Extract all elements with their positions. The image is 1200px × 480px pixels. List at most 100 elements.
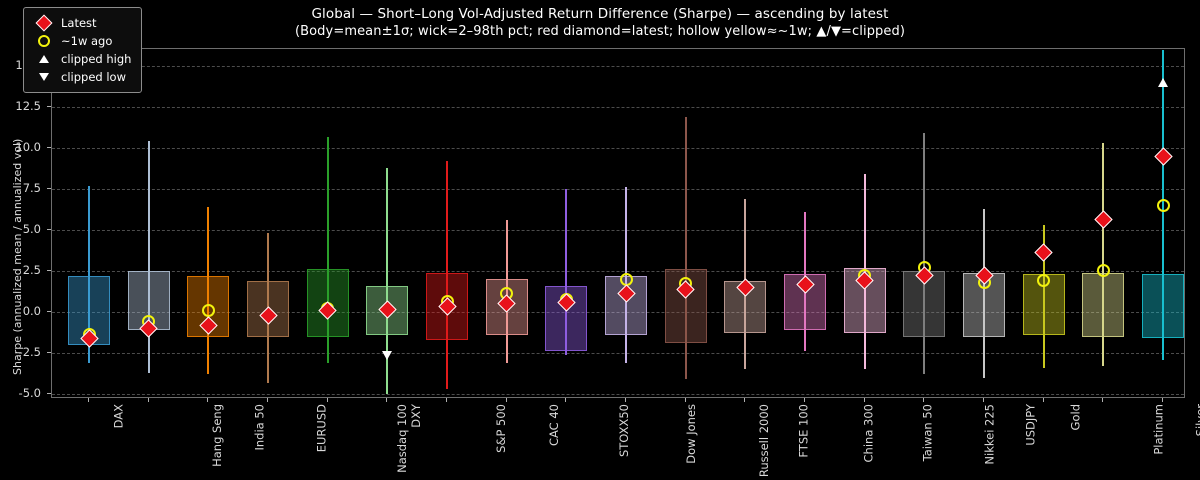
x-tick-mark: [147, 398, 149, 402]
x-tick-mark: [565, 398, 567, 402]
legend-item: clipped low: [31, 68, 131, 86]
x-tick-label: S&P 500: [493, 404, 508, 453]
triangle-down-icon: [31, 73, 57, 81]
y-tick-label: 12.5: [15, 99, 41, 113]
legend-item: Latest: [31, 14, 131, 32]
triangle-down-icon-glyph: [39, 73, 49, 81]
x-tick-label: Platinum: [1152, 404, 1166, 455]
x-tick-mark: [684, 398, 686, 402]
legend-item-label: ~1w ago: [61, 34, 113, 48]
legend-item-label: clipped low: [61, 70, 126, 84]
x-tick-mark: [386, 398, 388, 402]
x-tick-label: India 50: [252, 404, 267, 451]
y-tick-mark: [47, 352, 51, 353]
plot-area: [51, 48, 1185, 398]
candle-wick: [147, 141, 150, 373]
x-tick-label: Nikkei 225: [982, 404, 997, 465]
one-week-ago-marker: [1156, 198, 1170, 212]
y-tick-mark: [47, 147, 51, 148]
legend-item-label: clipped high: [61, 52, 132, 66]
one-week-ago-marker: [1037, 274, 1051, 288]
one-week-ago-marker: [1096, 263, 1110, 277]
triangle-up-icon-glyph: [39, 55, 49, 63]
yellow-circle-icon: [31, 35, 57, 47]
chart-subtitle: (Body=mean±1σ; wick=2–98th pct; red diam…: [294, 24, 906, 39]
x-tick-mark: [625, 398, 626, 402]
x-tick-mark: [1102, 398, 1104, 402]
latest-marker: [1153, 146, 1173, 166]
candle-wick: [983, 208, 985, 378]
one-week-ago-marker: [201, 303, 215, 317]
clipped-high-marker: [1157, 77, 1168, 87]
x-tick-label: Russell 2000: [756, 404, 771, 478]
gridline: [52, 148, 1184, 149]
plot-inner: [52, 49, 1184, 397]
x-tick-mark: [1042, 398, 1044, 402]
x-tick-mark: [863, 398, 865, 402]
x-tick-mark: [446, 398, 447, 402]
candle-wick: [1102, 143, 1105, 367]
candle-wick: [207, 207, 210, 375]
x-tick-label: Dow Jones: [683, 404, 698, 464]
x-tick-mark: [505, 398, 507, 402]
clipped-low-marker: [381, 350, 392, 360]
red-diamond-icon: [31, 14, 57, 32]
y-tick-label: -5.0: [18, 386, 41, 400]
x-tick-mark: [88, 398, 89, 402]
y-axis-label: Sharpe (annualized mean / annualized vol…: [11, 138, 24, 375]
x-tick-label: Taiwan 50: [920, 404, 935, 462]
yellow-circle-icon-glyph: [38, 35, 50, 47]
x-tick-label: FTSE 100: [796, 404, 811, 458]
x-tick-mark: [1162, 398, 1163, 402]
x-tick-label: CAC 40: [546, 404, 561, 447]
legend-item-label: Latest: [61, 16, 97, 30]
candle-body: [1082, 272, 1125, 337]
candle-wick: [684, 116, 687, 380]
triangle-up-icon: [31, 55, 57, 63]
x-tick-mark: [983, 398, 984, 402]
y-tick-mark: [47, 311, 51, 312]
latest-marker: [1034, 242, 1053, 262]
x-tick-label: STOXX50: [617, 404, 632, 458]
chart-legend: Latest ~1w ago clipped high clipped low: [23, 7, 143, 93]
x-tick-mark: [923, 398, 925, 402]
candle-wick: [923, 133, 926, 375]
gridline: [52, 353, 1184, 354]
x-tick-label: Silver: [1193, 404, 1200, 437]
y-tick-label: 5.0: [22, 222, 41, 236]
y-tick-mark: [47, 188, 51, 189]
x-tick-label: Gold: [1068, 404, 1083, 431]
y-tick-mark: [47, 229, 51, 230]
red-diamond-icon-glyph: [35, 14, 53, 32]
gridline: [52, 66, 1184, 67]
y-tick-mark: [47, 270, 51, 271]
y-tick-label: 2.5: [22, 263, 41, 277]
y-tick-label: 0.0: [22, 304, 41, 318]
x-tick-label: Hang Seng: [209, 404, 224, 467]
candle-body: [1142, 274, 1184, 339]
legend-item: ~1w ago: [31, 32, 131, 50]
legend-item: clipped high: [31, 50, 131, 68]
x-tick-mark: [326, 398, 328, 402]
candle-wick: [1042, 225, 1045, 368]
candle-wick: [446, 161, 448, 390]
y-tick-label: 7.5: [22, 181, 41, 195]
gridline: [52, 107, 1184, 108]
x-tick-label: Nasdaq 100: [394, 404, 409, 473]
y-tick-mark: [47, 106, 51, 107]
y-tick-label: 10.0: [15, 140, 41, 154]
x-tick-label: DXY: [409, 404, 424, 428]
chart-title: Global — Short–Long Vol-Adjusted Return …: [311, 6, 889, 22]
x-tick-mark: [267, 398, 268, 402]
candle-wick: [386, 167, 389, 394]
x-tick-mark: [744, 398, 746, 402]
candle-wick: [88, 185, 90, 363]
gridline: [52, 312, 1184, 313]
gridline: [52, 394, 1184, 395]
gridline: [52, 271, 1184, 272]
y-tick-mark: [47, 393, 51, 394]
x-tick-label: USDJPY: [1023, 404, 1038, 446]
chart-title-block: Global — Short–Long Vol-Adjusted Return …: [0, 6, 1200, 40]
x-tick-mark: [804, 398, 805, 402]
